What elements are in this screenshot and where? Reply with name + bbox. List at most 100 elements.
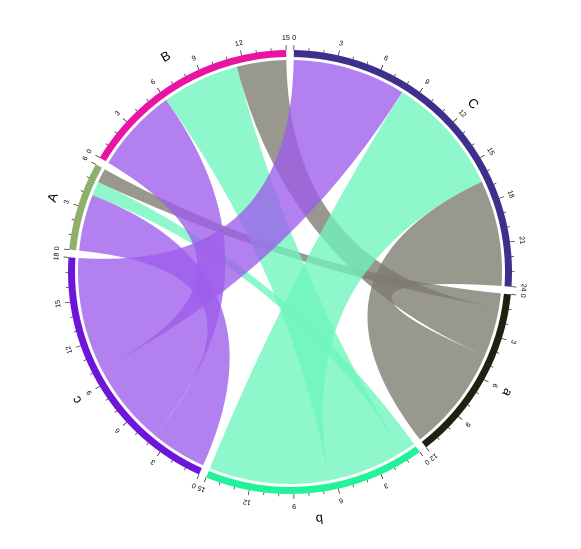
tick-C-18	[499, 196, 505, 199]
tick-a-7	[476, 392, 479, 395]
tick-label-c-0: 0	[191, 481, 198, 489]
tick-A-3	[73, 203, 79, 206]
tick-a-2	[505, 323, 509, 325]
tick-b-1	[407, 460, 410, 463]
tick-label-b-3: 3	[382, 481, 389, 489]
tick-label-B-15: 15	[282, 35, 290, 42]
tick-label-c-9: 9	[86, 389, 94, 396]
tick-C-8	[407, 81, 410, 84]
tick-label-b-12: 12	[242, 497, 251, 505]
tick-c-5	[135, 432, 138, 435]
tick-c-13	[73, 331, 77, 333]
link-B-a	[236, 60, 499, 356]
tick-label-c-18: 18	[53, 252, 61, 260]
tick-label-b-0: 0	[423, 458, 430, 466]
tick-C-13	[462, 131, 466, 134]
tick-a-11	[437, 437, 440, 440]
tick-label-c-6: 6	[114, 426, 122, 434]
tick-A-5	[86, 176, 90, 178]
tick-a-6	[484, 379, 489, 383]
tick-label-a-9: 9	[463, 420, 471, 428]
tick-A-0	[64, 248, 70, 250]
tick-c-2	[170, 460, 173, 463]
tick-C-17	[493, 183, 497, 185]
sector-b: 0 3 6 9 12 15 b	[197, 446, 430, 527]
link-A-a	[98, 169, 501, 308]
tick-b-14	[219, 482, 221, 486]
tick-a-8	[467, 404, 471, 407]
tick-a-0	[510, 294, 516, 296]
tick-label-c-12: 12	[65, 345, 74, 355]
sector-band-a	[421, 293, 511, 448]
tick-B-2	[114, 131, 118, 134]
tick-B-6	[156, 87, 161, 93]
tick-c-3	[156, 451, 161, 457]
tick-c-9	[95, 386, 100, 390]
tick-a-4	[496, 352, 500, 354]
tick-B-9	[196, 64, 200, 70]
tick-label-C-18: 18	[506, 190, 515, 200]
tick-B-11	[226, 56, 228, 60]
tick-label-b-9: 9	[292, 502, 296, 509]
tick-label-c-3: 3	[150, 457, 157, 465]
tick-label-C-6: 6	[383, 55, 390, 63]
tick-c-15	[65, 301, 71, 304]
tick-C-15	[480, 154, 485, 158]
tick-C-12	[453, 118, 458, 122]
tick-label-b-15: 15	[197, 484, 207, 493]
tick-label-B-3: 3	[114, 110, 122, 118]
tick-a-12	[425, 447, 430, 452]
sector-band-b	[206, 446, 420, 494]
tick-A-2	[71, 219, 75, 221]
tick-label-a-6: 6	[490, 382, 498, 389]
sector-label-b: b	[315, 511, 324, 527]
tick-label-A-6: 6	[82, 155, 90, 162]
tick-c-1	[184, 467, 186, 471]
tick-a-5	[490, 366, 494, 368]
tick-b-15	[203, 477, 207, 483]
tick-B-5	[146, 98, 149, 102]
link-B-b	[165, 66, 403, 481]
link-C-b	[209, 92, 482, 485]
tick-C-20	[507, 226, 510, 228]
tick-B-4	[135, 109, 138, 112]
tick-C-4	[352, 56, 354, 60]
tick-b-6	[338, 488, 340, 494]
tick-c-6	[122, 422, 127, 426]
tick-B-1	[105, 143, 109, 146]
tick-C-16	[487, 169, 490, 172]
tick-label-B-0: 0	[86, 148, 94, 155]
tick-b-12	[247, 490, 250, 496]
tick-B-12	[240, 50, 242, 56]
tick-label-C-0: 0	[292, 35, 296, 42]
tick-label-C-9: 9	[423, 79, 430, 87]
link-C-a	[367, 181, 502, 440]
sector-label-B: B	[158, 48, 173, 65]
tick-C-3	[338, 50, 340, 56]
tick-C-21	[509, 240, 515, 243]
tick-label-a-12: 12	[428, 451, 439, 461]
links-layer	[78, 60, 502, 485]
tick-C-19	[503, 211, 507, 213]
tick-label-a-0: 0	[519, 293, 526, 298]
tick-C-6	[380, 64, 384, 70]
sector-band-c	[68, 257, 202, 475]
link-C-c	[78, 60, 403, 369]
tick-b-2	[394, 467, 396, 471]
tick-C-11	[442, 109, 445, 112]
sector-label-A: A	[44, 191, 61, 204]
sector-band-A	[69, 164, 102, 251]
tick-A-6	[91, 161, 96, 165]
tick-c-0	[196, 474, 200, 480]
tick-B-3	[122, 118, 127, 122]
sector-label-C: C	[465, 95, 482, 112]
tick-label-C-12: 12	[457, 109, 467, 120]
sector-label-a: a	[499, 386, 516, 400]
tick-C-14	[471, 143, 475, 146]
tick-c-10	[90, 372, 93, 375]
tick-label-c-15: 15	[55, 299, 63, 308]
tick-label-C-24: 24	[519, 283, 527, 291]
tick-a-3	[501, 338, 507, 341]
sector-a: 0 3 6 9 12 a	[421, 293, 526, 462]
